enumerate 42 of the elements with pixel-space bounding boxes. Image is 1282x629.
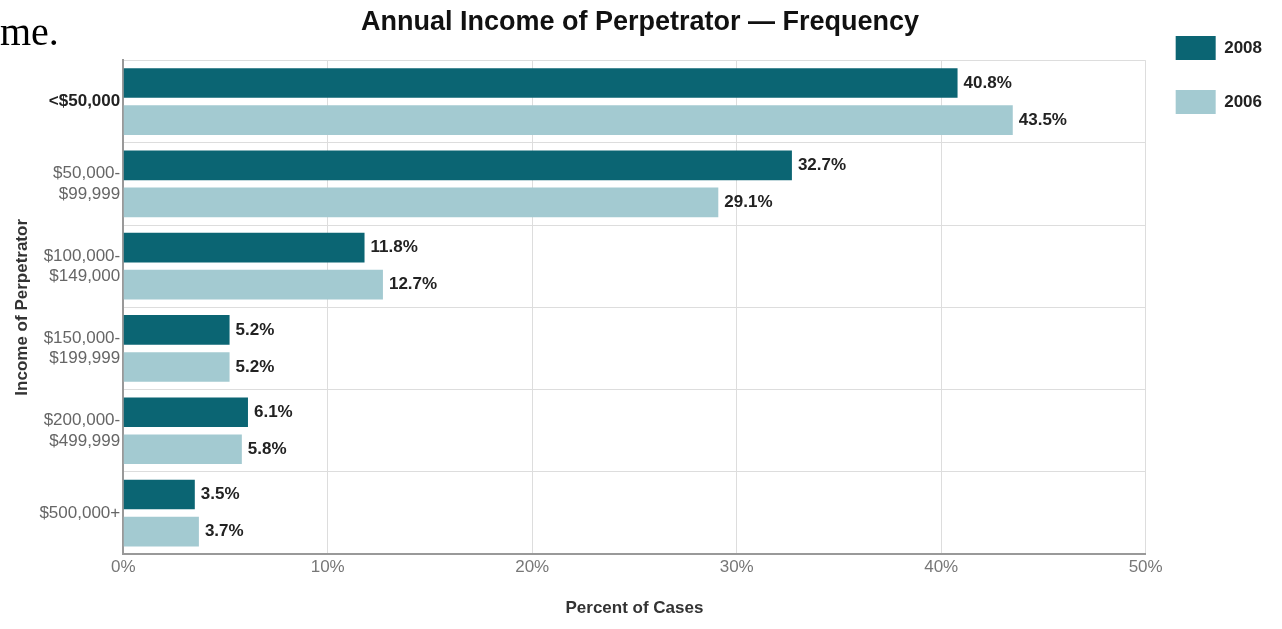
bar xyxy=(123,232,365,263)
y-tick-label: $500,000+ xyxy=(39,502,121,522)
chart-title: Annual Income of Perpetrator — Frequency xyxy=(360,5,920,36)
bar xyxy=(123,352,230,382)
data-label: 5.8% xyxy=(247,438,287,458)
data-label: 6.1% xyxy=(253,401,293,421)
x-tick-label: 30% xyxy=(719,557,754,577)
bar xyxy=(123,187,719,218)
y-tick-label: $200,000- $499,999 xyxy=(43,410,121,450)
x-tick-label: 0% xyxy=(110,557,136,577)
y-axis-title: Income of Perpetrator xyxy=(11,218,31,396)
x-tick-label: 40% xyxy=(924,557,959,577)
bar xyxy=(123,397,248,428)
bar xyxy=(123,269,383,300)
bar xyxy=(123,434,242,465)
data-label: 3.5% xyxy=(200,484,240,504)
x-tick-label: 50% xyxy=(1128,557,1163,577)
legend-label: 2008 xyxy=(1224,37,1263,57)
y-tick-label: $50,000- $99,999 xyxy=(53,163,121,203)
bar xyxy=(123,150,792,181)
data-label: 29.1% xyxy=(724,192,773,212)
y-tick-label: <$50,000 xyxy=(48,91,121,111)
data-label: 43.5% xyxy=(1018,109,1067,129)
y-tick-label: $150,000- $199,999 xyxy=(43,327,121,368)
data-label: 5.2% xyxy=(235,319,275,339)
x-tick-label: 10% xyxy=(310,557,345,577)
data-label: 11.8% xyxy=(370,237,418,257)
x-axis-title: Percent of Cases xyxy=(565,598,704,618)
data-label: 12.7% xyxy=(388,274,438,294)
data-label: 3.7% xyxy=(204,521,244,541)
bar xyxy=(123,479,195,510)
x-tick-label: 20% xyxy=(515,557,550,577)
data-label: 32.7% xyxy=(797,155,847,175)
data-label: 40.8% xyxy=(963,72,1012,92)
data-label: 5.2% xyxy=(235,356,275,376)
bar xyxy=(123,105,1013,135)
bar xyxy=(123,315,230,345)
y-tick-label: $100,000- $149,000 xyxy=(43,245,121,286)
text: me. xyxy=(0,9,59,54)
bar xyxy=(123,68,958,98)
bar xyxy=(123,516,199,547)
legend-label: 2006 xyxy=(1224,91,1263,111)
